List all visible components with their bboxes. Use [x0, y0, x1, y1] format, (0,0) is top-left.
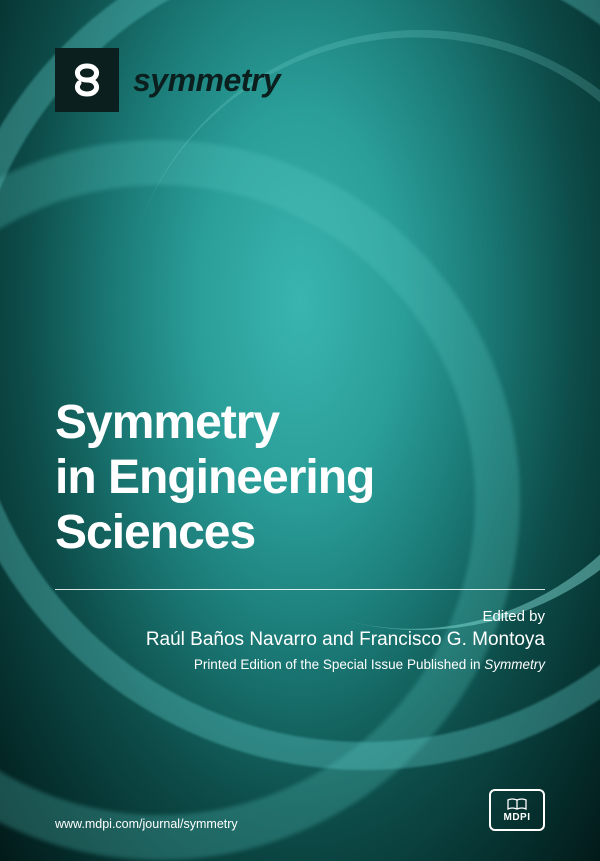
journal-header: symmetry	[55, 48, 280, 112]
meta-block: Edited by Raúl Baños Navarro and Francis…	[55, 608, 545, 672]
title-divider	[55, 589, 545, 590]
editors-names: Raúl Baños Navarro and Francisco G. Mont…	[55, 629, 545, 651]
symmetry-logo-icon	[65, 58, 109, 102]
journal-url: www.mdpi.com/journal/symmetry	[55, 817, 238, 831]
mdpi-book-icon	[506, 797, 528, 811]
publisher-name: MDPI	[504, 812, 531, 823]
subtitle-prefix: Printed Edition of the Special Issue Pub…	[194, 657, 484, 672]
book-cover: symmetry Symmetry in Engineering Science…	[0, 0, 600, 861]
title-line-3: Sciences	[55, 505, 545, 560]
edition-subtitle: Printed Edition of the Special Issue Pub…	[55, 657, 545, 672]
publisher-logo: MDPI	[489, 789, 545, 831]
book-title: Symmetry in Engineering Sciences	[55, 395, 545, 561]
title-line-2: in Engineering	[55, 450, 545, 505]
title-block: Symmetry in Engineering Sciences Edited …	[55, 395, 545, 672]
journal-name: symmetry	[133, 62, 280, 99]
footer: www.mdpi.com/journal/symmetry MDPI	[55, 789, 545, 831]
title-line-1: Symmetry	[55, 395, 545, 450]
edited-by-label: Edited by	[55, 608, 545, 625]
journal-logo-box	[55, 48, 119, 112]
subtitle-journal: Symmetry	[484, 657, 545, 672]
